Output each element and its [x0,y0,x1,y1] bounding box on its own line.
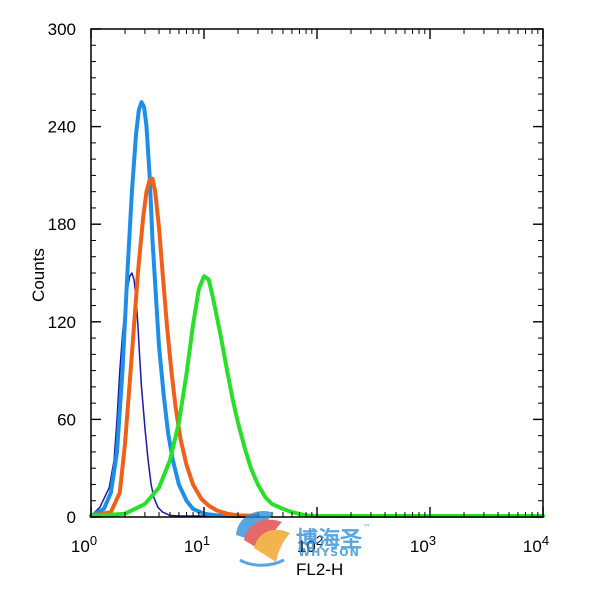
y-tick-label: 300 [48,20,76,39]
histogram-series-3 [89,176,260,518]
watermark-chinese-text: 博海圣 [296,527,363,553]
series-layer [89,100,545,518]
y-tick-label: 240 [48,118,76,137]
x-tick-label: 100 [71,533,97,556]
y-tick-label: 120 [48,313,76,332]
x-tick-label: 104 [523,533,549,556]
y-tick-label: 180 [48,215,76,234]
tick-labels-layer: 0 60 120 180 240 300 100 101 102 103 104 [48,20,549,556]
y-tick-label: 0 [67,508,76,527]
watermark-emblem-icon [236,511,290,567]
ticks-layer [90,28,544,518]
plot-frame [90,28,544,518]
y-axis-label: Counts [29,248,48,302]
x-axis-label: FL2-H [296,560,343,579]
watermark-logo: 博海圣 WHYSON ™ [236,511,371,567]
histogram-series-2 [89,100,260,518]
x-tick-label: 102 [297,533,323,556]
watermark-latin-text: WHYSON [298,546,360,559]
watermark-trademark: ™ [363,523,371,532]
x-tick-label: 101 [184,533,210,556]
histogram-series-4 [89,274,545,518]
y-tick-label: 60 [57,410,76,429]
x-tick-label: 103 [410,533,436,556]
